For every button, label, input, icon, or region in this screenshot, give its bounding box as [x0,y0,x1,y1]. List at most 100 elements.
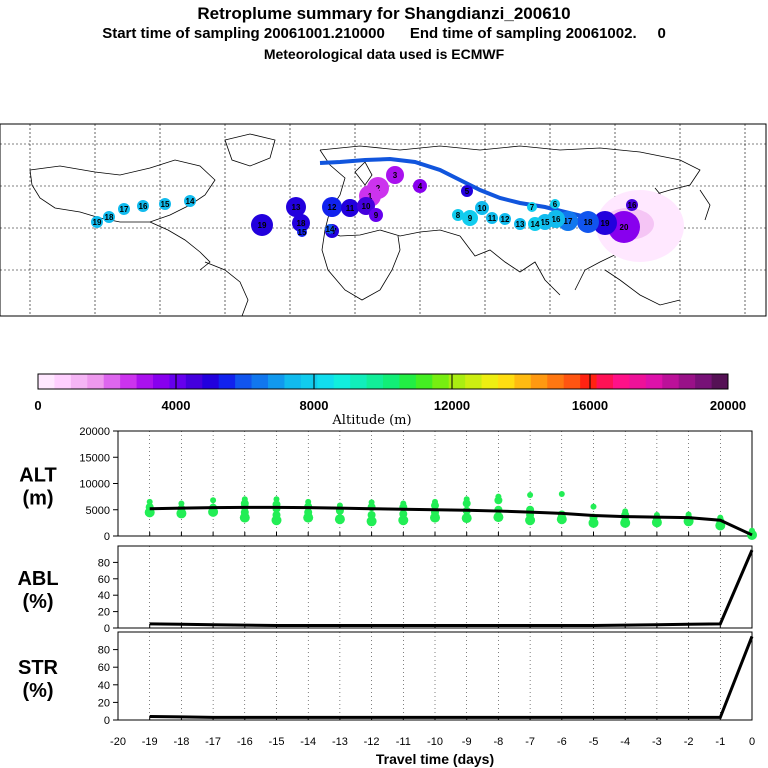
trajectory-marker [184,195,196,207]
y-axis-label-line: ALT [19,465,56,487]
x-tick-label: -1 [715,736,725,748]
trajectory-marker [475,201,489,215]
panel-abl: 0 20 40 60 80 ABL(%) [17,545,754,635]
met-data-text: Meteorological data used is ECMWF [263,46,505,62]
series-line-alt [149,505,753,537]
trajectory-marker [527,202,537,212]
trajectory-marker-label: 3 [393,171,398,180]
colorbar-cell [136,374,154,389]
y-tick-label: 80 [98,557,110,569]
trajectory-marker [577,211,599,233]
colorbar-cell [169,374,187,389]
colorbar-cell [645,374,663,389]
series-line-abl [149,549,754,628]
colorbar-title: Altitude (m) [331,413,411,428]
colorbar-cell [366,374,384,389]
trajectory-marker [452,209,464,221]
colorbar-cell [563,374,581,389]
colorbar-cell [70,374,88,389]
colorbar-cell [613,374,630,389]
colorbar-cell [54,374,72,389]
trajectory-marker-label: 16 [628,201,637,210]
colorbar-cell [103,374,121,389]
particle-dot [495,493,502,500]
trajectory-marker [593,211,617,235]
y-axis-label-line: STR [18,657,59,679]
y-tick-label: 40 [98,590,110,602]
trajectory-marker-label: 9 [374,211,379,220]
map-panel: 2019181716151413121110987654321131211109… [0,123,767,317]
trajectory-marker-label: 16 [139,202,148,211]
particle-dot [590,503,597,510]
particle-dot [178,500,185,507]
colorbar-cell [218,374,236,389]
y-axis-label-line: (%) [22,591,53,613]
trajectory-marker-label: 10 [362,202,371,211]
trajectory-marker [357,197,375,215]
trajectory-marker-label: 14 [531,220,540,229]
x-tick-label: -18 [173,736,189,748]
trajectory-marker [292,214,310,232]
particle-dot [241,496,248,503]
y-tick-label: 15000 [79,452,110,464]
trajectory-marker [462,210,478,226]
trajectory-marker-label: 9 [468,214,473,223]
particle-dot [273,496,280,503]
colorbar-cell [251,374,269,389]
x-tick-label: -15 [269,736,285,748]
particle-dot [493,512,504,523]
colorbar-cell [596,374,614,389]
trajectory-marker [286,197,306,217]
colorbar-cell [333,374,351,389]
colorbar-cell [399,374,417,389]
trajectory-marker [461,185,473,197]
trajectory-marker-label: 19 [93,218,102,227]
colorbar-cell [629,374,647,389]
x-tick-label: -7 [525,736,535,748]
y-axis-label: STR(%) [18,657,59,702]
particle-dot [432,498,438,505]
start-time-text: Start time of sampling 20061001.210000 [102,25,385,42]
trajectory-marker [159,198,171,210]
particle-dot [622,508,629,515]
x-axis-label: Travel time (days) [376,751,494,767]
colorbar-cell [185,374,203,389]
trajectory-marker-label: 5 [465,187,470,196]
trajectory-marker-label: 2 [376,184,381,193]
particle-dot [398,515,409,526]
colorbar-cell [317,374,335,389]
colorbar-tick-label: 0 [34,398,41,413]
trajectory-marker [103,211,115,223]
panel-alt: 0 5000 10000 15000 20000 ALT(m) [19,426,757,543]
colorbar-cell [448,374,466,389]
colorbar-cell [202,374,220,389]
trajectory-marker-label: 6 [553,200,558,209]
colorbar-cell [38,374,55,389]
trajectory-marker-label: 4 [418,182,423,191]
y-tick-label: 20000 [79,426,110,438]
time-series-panels: 05000100001500020000ALT(m)020406080ABL(%… [17,426,757,767]
colorbar-cell [432,374,450,389]
end-time-text: End time of sampling 20061002. 0 [409,25,666,42]
colorbar-cell [678,374,696,389]
y-tick-label: 10000 [79,479,110,491]
particle-dot [305,498,312,505]
y-axis-label: ABL(%) [17,568,58,613]
trajectory-marker [369,208,383,222]
trajectory-marker-label: 17 [120,205,129,214]
trajectory-marker-label: 10 [478,204,487,213]
trajectory-marker-label: 12 [328,203,337,212]
trajectory-marker-label: 11 [346,204,355,213]
trajectory-marker [251,214,273,236]
trajectory-marker-label: 13 [292,203,301,212]
trajectory-marker [91,216,103,228]
particle-dot [366,516,377,527]
particle-dot [685,511,692,518]
colorbar-tick-label: 8000 [300,398,329,413]
trajectory-marker [528,217,542,231]
particle-dot [304,508,313,517]
trajectory-marker-label: 16 [552,215,561,224]
trajectory-marker-label: 8 [456,211,461,220]
series-line-str [149,635,754,719]
